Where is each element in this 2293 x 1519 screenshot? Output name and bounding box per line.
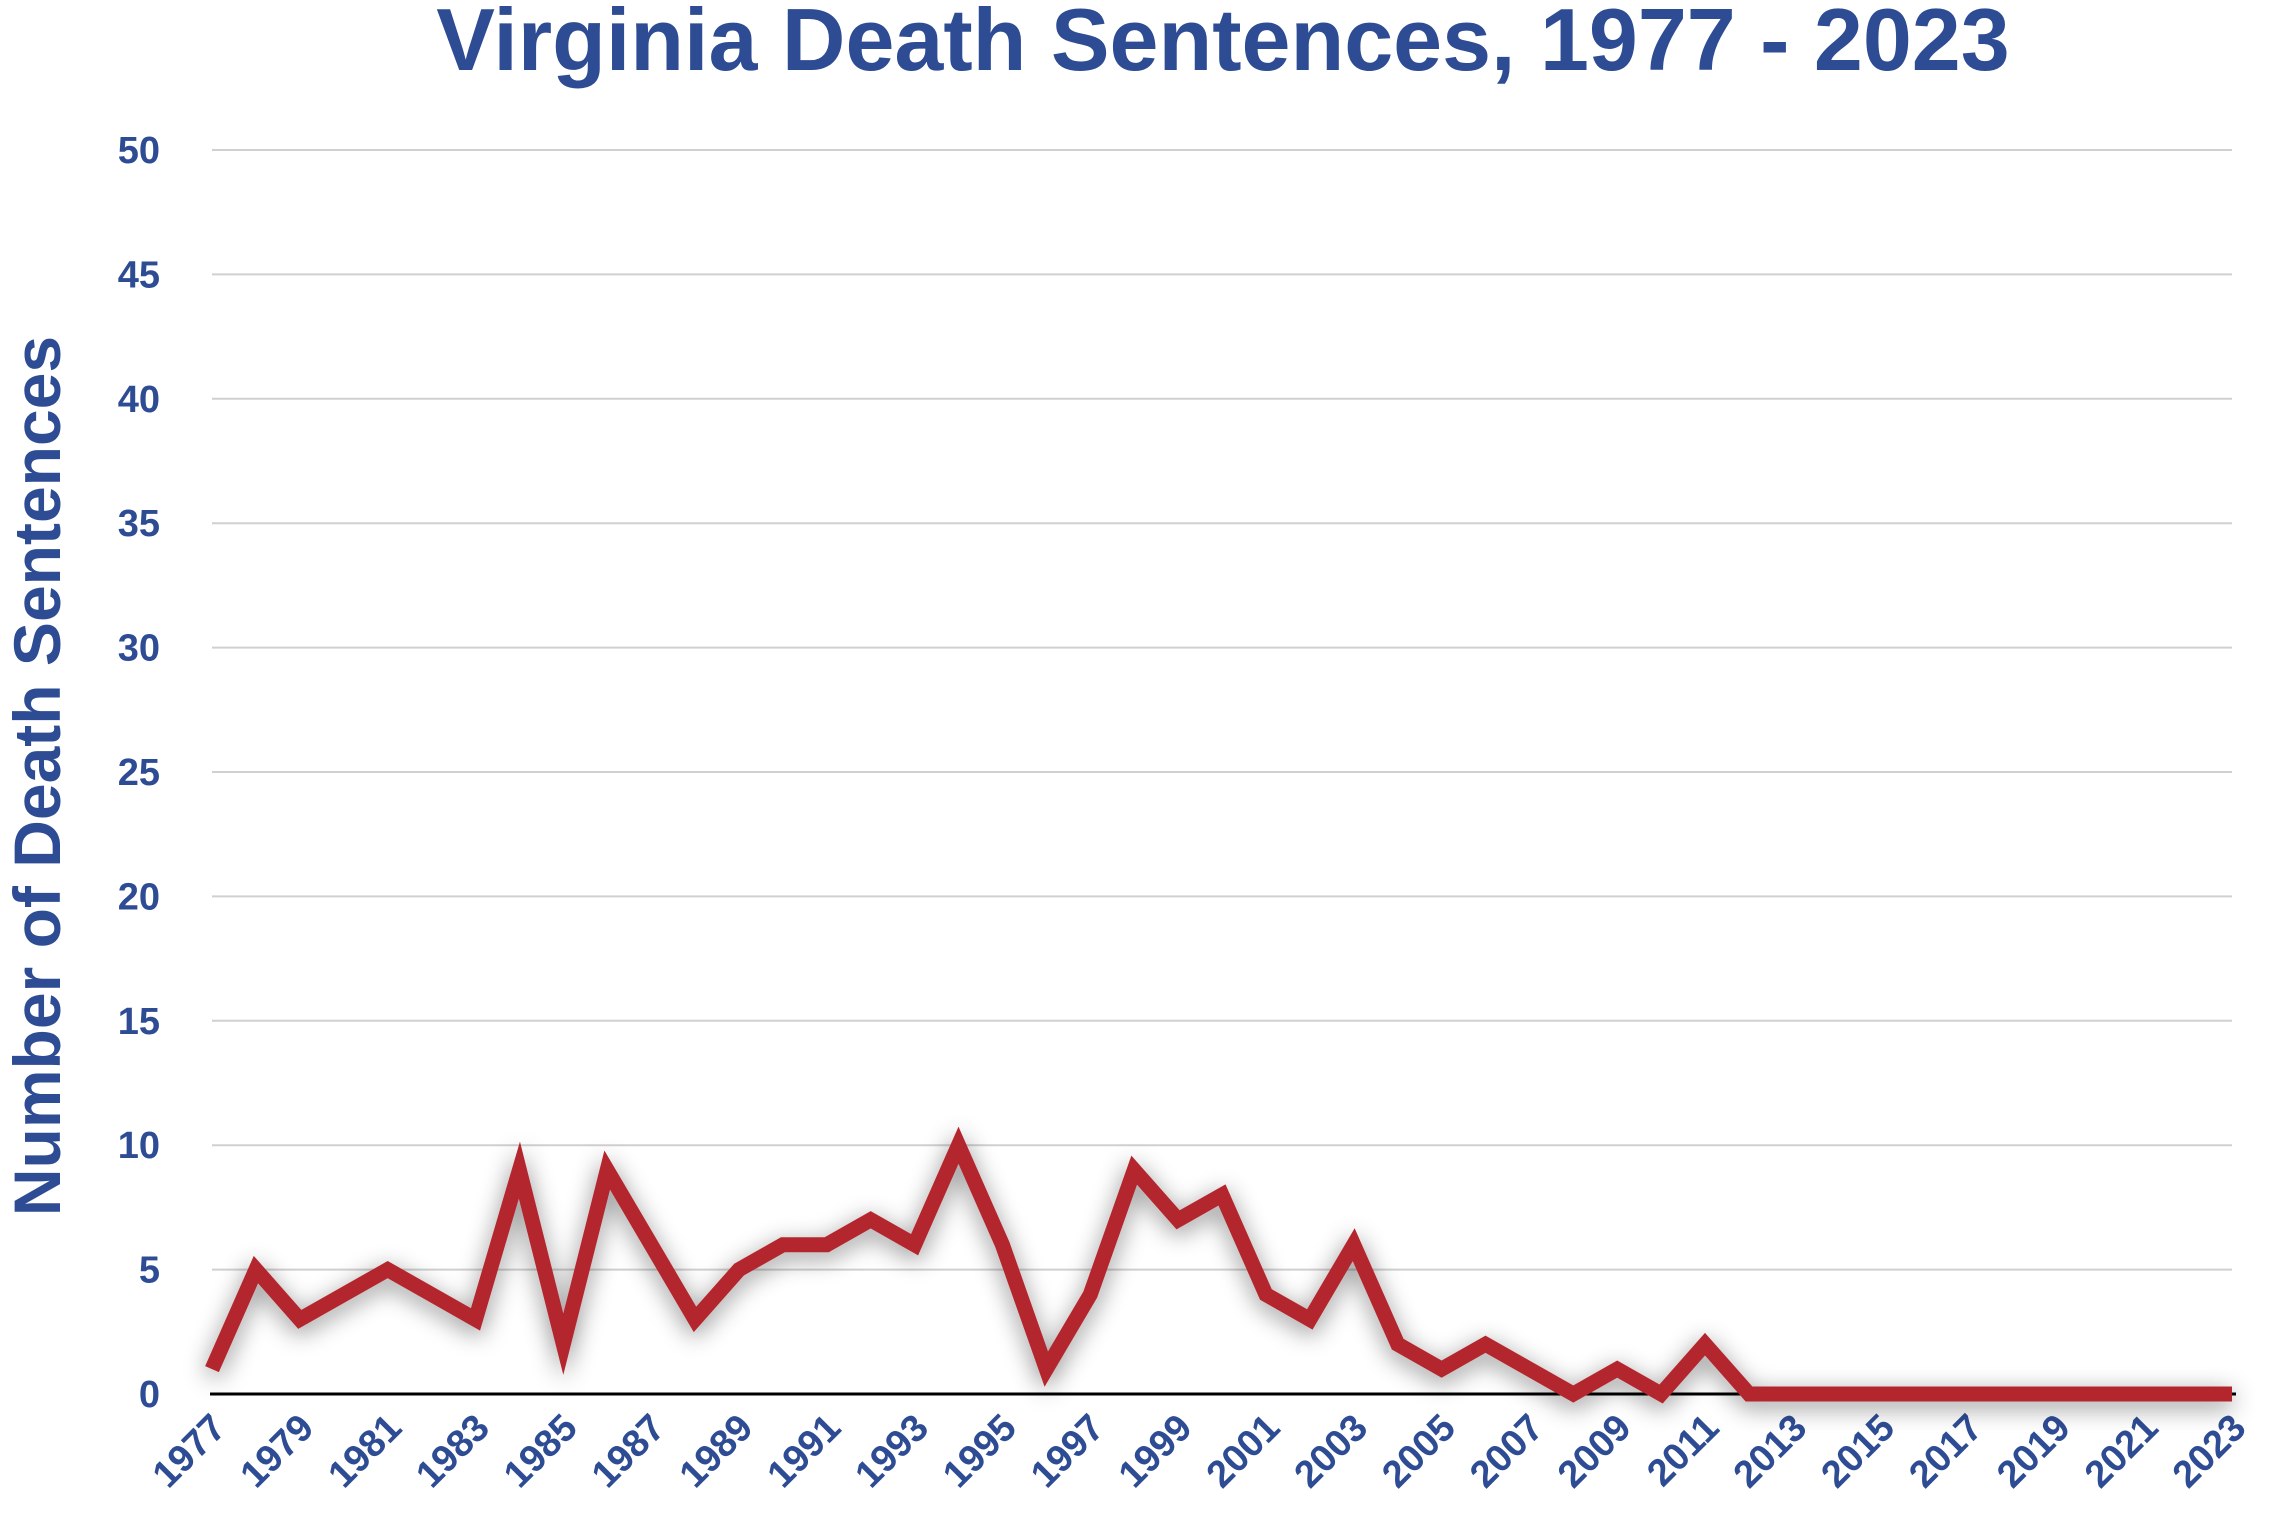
x-tick-label: 2009 [1550,1407,1639,1496]
x-tick-label: 2017 [1901,1407,1990,1496]
x-tick-label: 1981 [321,1407,410,1496]
y-tick-label: 10 [118,1125,160,1167]
gridlines [212,149,2232,1271]
x-tick-label: 1977 [145,1407,234,1496]
series-group [205,1126,2232,1404]
chart-title: Virginia Death Sentences, 1977 - 2023 [436,0,2009,89]
y-axis-ticks: 0 5 10 15 20 25 30 35 40 45 50 [118,130,160,1416]
x-tick-label: 1997 [1023,1407,1112,1496]
x-tick-label: 1993 [847,1407,936,1496]
y-tick-label: 0 [139,1374,160,1416]
x-tick-label: 2021 [2077,1407,2166,1496]
x-tick-label: 2023 [2165,1407,2254,1496]
x-tick-label: 2013 [1726,1407,1815,1496]
x-tick-label: 2015 [1814,1407,1903,1496]
x-axis-ticks: 1977197919811983198519871989199119931995… [145,1407,2254,1496]
y-tick-label: 35 [118,503,160,545]
y-axis-label: Number of Death Sentences [0,336,74,1216]
x-tick-label: 2007 [1462,1407,1551,1496]
y-tick-label: 25 [118,752,160,794]
x-tick-label: 1979 [233,1407,322,1496]
x-tick-label: 2001 [1199,1407,1288,1496]
x-tick-label: 1987 [584,1407,673,1496]
x-tick-label: 1995 [935,1407,1024,1496]
x-tick-label: 1989 [672,1407,761,1496]
y-tick-label: 20 [118,876,160,918]
x-tick-label: 2011 [1639,1407,1727,1495]
y-tick-label: 15 [118,1001,160,1043]
x-tick-label: 2005 [1374,1407,1463,1496]
x-tick-label: 1991 [760,1407,849,1496]
y-tick-label: 30 [118,628,160,670]
y-tick-label: 45 [118,254,160,296]
y-tick-label: 40 [118,379,160,421]
x-tick-label: 2019 [1989,1407,2078,1496]
y-tick-label: 50 [118,130,160,172]
y-tick-label: 5 [139,1250,160,1292]
x-tick-label: 1985 [496,1407,585,1496]
x-tick-label: 1999 [1111,1407,1200,1496]
series-line [205,1126,2232,1404]
x-tick-label: 1983 [408,1407,497,1496]
x-tick-label: 2003 [1287,1407,1376,1496]
